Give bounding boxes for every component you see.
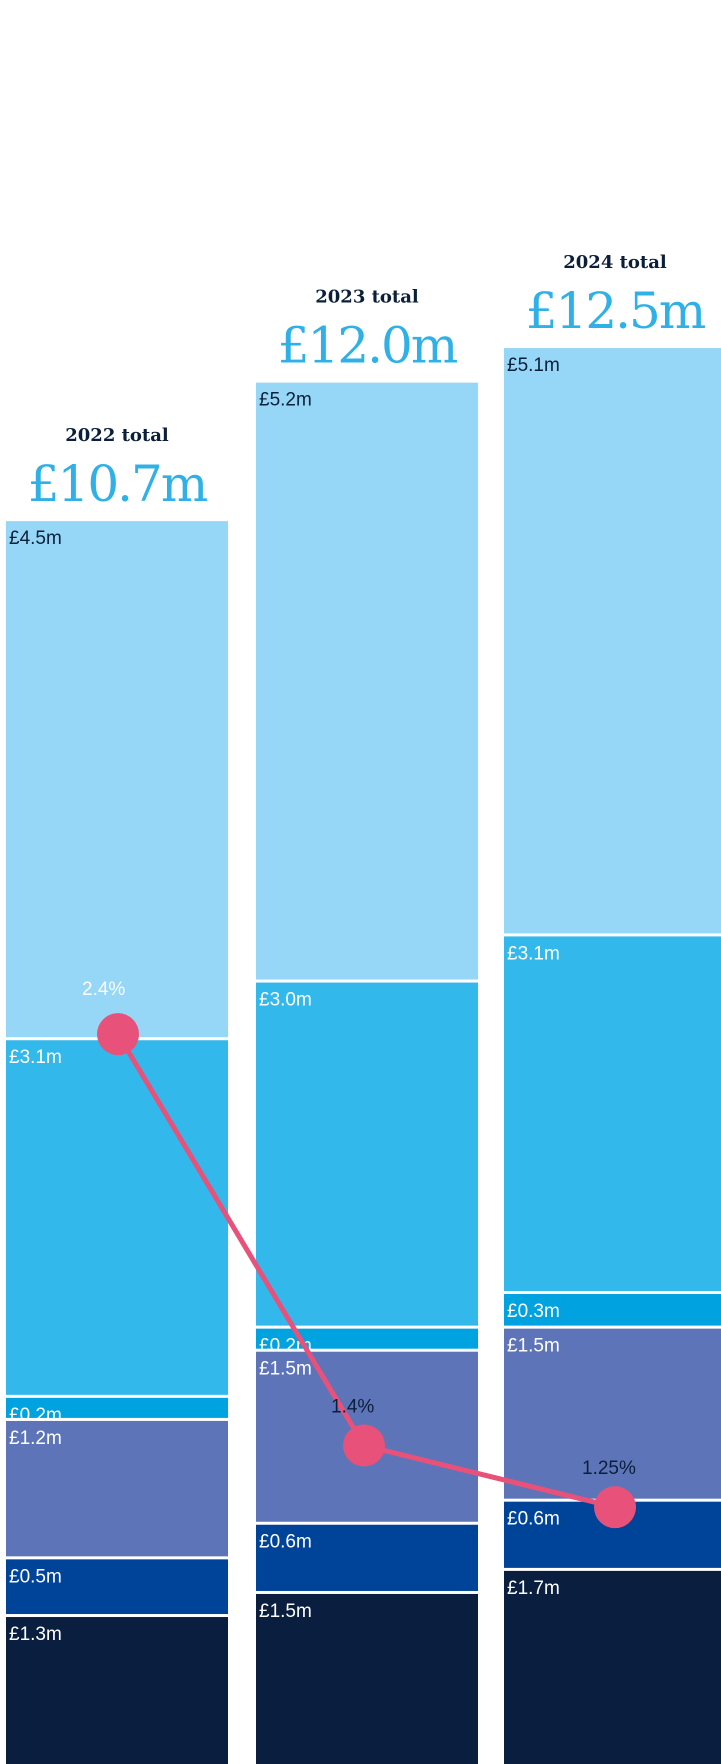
segment-label-2024-s5: £3.1m	[507, 943, 560, 964]
rate-point-2023	[343, 1424, 385, 1466]
bar-segment-2022-s6	[6, 521, 228, 1037]
segment-label-2022-s5: £3.1m	[9, 1047, 62, 1068]
segment-label-2022-s6: £4.5m	[9, 528, 62, 549]
segment-label-2022-s3: £1.2m	[9, 1428, 62, 1449]
segment-label-2022-s2: £0.5m	[9, 1566, 62, 1587]
total-caption-2022: 2022 total	[65, 425, 169, 446]
rate-label-2024: 1.25%	[582, 1458, 636, 1479]
segment-label-2022-s1: £1.3m	[9, 1624, 62, 1645]
total-caption-2024: 2024 total	[563, 252, 667, 273]
bar-segment-2022-s5	[6, 1040, 228, 1395]
segment-label-2024-s1: £1.7m	[507, 1578, 560, 1599]
total-caption-2023: 2023 total	[315, 287, 419, 308]
segment-label-2024-s6: £5.1m	[507, 355, 560, 376]
rate-point-2022	[97, 1013, 139, 1055]
total-value-2022: £10.7m	[28, 455, 208, 513]
segment-label-2023-s3: £1.5m	[259, 1359, 312, 1380]
segment-label-2023-s2: £0.6m	[259, 1532, 312, 1553]
segment-label-2024-s3: £1.5m	[507, 1336, 560, 1357]
bar-segment-2024-s6	[504, 348, 721, 933]
rate-label-2023: 1.4%	[331, 1396, 374, 1417]
segment-label-2023-s1: £1.5m	[259, 1601, 312, 1622]
rate-point-2024	[594, 1486, 636, 1528]
bar-segment-2023-s5	[256, 983, 478, 1326]
segment-label-2024-s4: £0.3m	[507, 1301, 560, 1322]
segment-label-2023-s6: £5.2m	[259, 390, 312, 411]
bar-segment-2024-s5	[504, 936, 721, 1291]
total-value-2024: £12.5m	[526, 282, 706, 340]
segment-label-2023-s5: £3.0m	[259, 990, 312, 1011]
bar-segment-2023-s6	[256, 383, 478, 980]
bar-segment-2024-s1	[504, 1571, 721, 1764]
total-value-2023: £12.0m	[278, 317, 458, 375]
segment-label-2022-s4: £0.2m	[9, 1405, 62, 1426]
segment-label-2024-s2: £0.6m	[507, 1509, 560, 1530]
rate-label-2022: 2.4%	[82, 979, 125, 1000]
